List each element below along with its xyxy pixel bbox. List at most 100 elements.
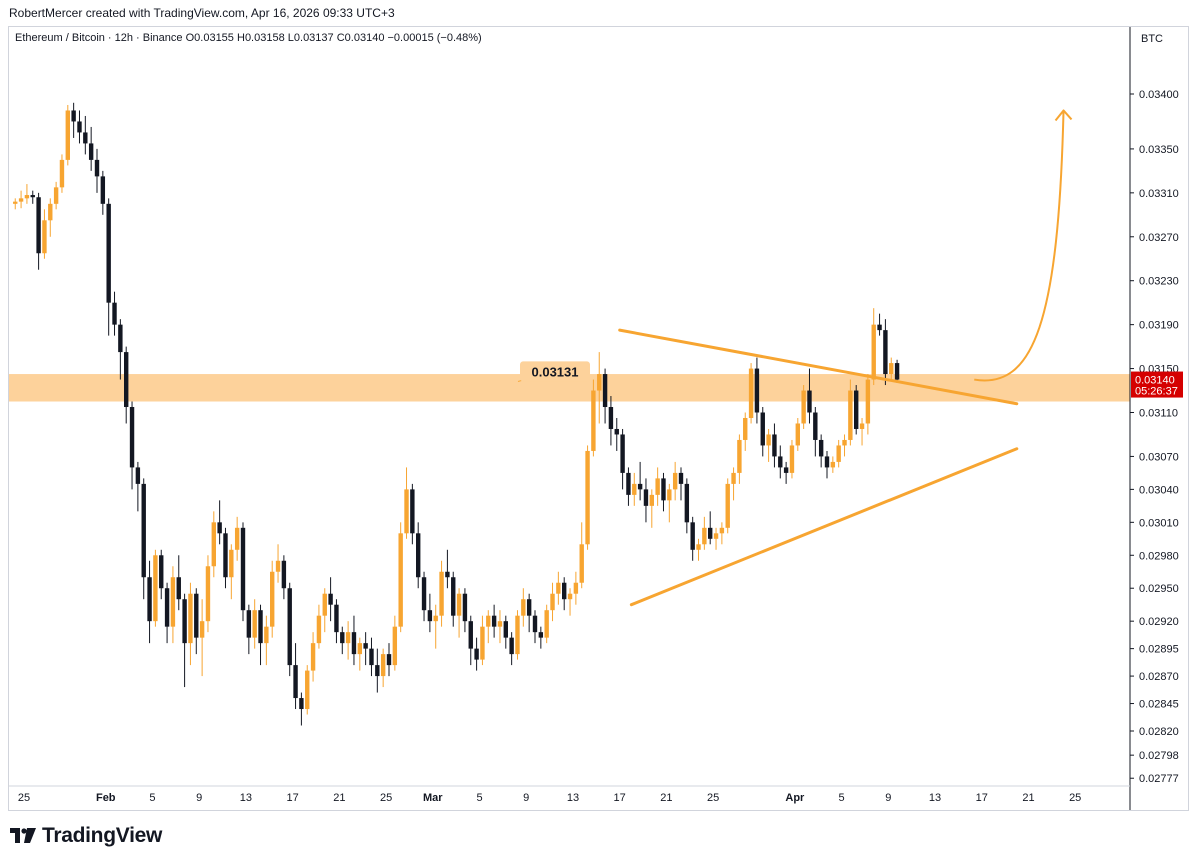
candle-body[interactable] (813, 412, 818, 440)
candle-body[interactable] (83, 132, 88, 144)
candle-body[interactable] (316, 615, 322, 644)
candle-body[interactable] (737, 439, 742, 473)
candle-body[interactable] (690, 522, 695, 550)
candle-body[interactable] (124, 352, 129, 408)
candle-body[interactable] (567, 593, 573, 600)
candle-body[interactable] (894, 363, 900, 380)
candle-body[interactable] (491, 615, 497, 627)
candle-body[interactable] (830, 461, 836, 468)
candle-body[interactable] (667, 489, 672, 501)
candle-body[interactable] (579, 544, 584, 583)
candle-body[interactable] (754, 368, 760, 413)
descending-trendline[interactable] (618, 328, 1019, 406)
candle-body[interactable] (392, 626, 398, 666)
candle-body[interactable] (13, 201, 18, 204)
candle-body[interactable] (550, 593, 555, 611)
candle-body[interactable] (439, 571, 444, 616)
candle-body[interactable] (42, 220, 47, 254)
candle-body[interactable] (48, 203, 53, 221)
candle-body[interactable] (637, 483, 643, 490)
candle-body[interactable] (655, 478, 660, 495)
candle-body[interactable] (24, 195, 30, 199)
candle-body[interactable] (497, 621, 503, 627)
candle-body[interactable] (375, 665, 380, 677)
candle-body[interactable] (672, 472, 678, 490)
candle-body[interactable] (334, 604, 339, 633)
candle-body[interactable] (305, 670, 310, 710)
projection-arrow[interactable] (974, 110, 1065, 382)
candle-body[interactable] (153, 555, 158, 622)
candle-body[interactable] (88, 143, 94, 160)
candle-body[interactable] (310, 643, 316, 671)
candle-body[interactable] (602, 374, 608, 408)
ascending-trendline[interactable] (629, 447, 1019, 607)
candle-body[interactable] (71, 110, 76, 122)
candle-body[interactable] (509, 637, 514, 655)
candle-body[interactable] (217, 522, 222, 534)
candle-body[interactable] (229, 549, 234, 578)
candle-body[interactable] (18, 198, 24, 202)
candle-body[interactable] (451, 577, 456, 616)
candle-body[interactable] (684, 483, 690, 523)
candle-body[interactable] (421, 577, 427, 611)
candle-body[interactable] (211, 522, 216, 567)
candle-body[interactable] (100, 176, 106, 204)
candle-body[interactable] (486, 615, 491, 627)
candle-body[interactable] (164, 588, 170, 627)
candle-body[interactable] (632, 483, 637, 495)
candle-body[interactable] (573, 582, 579, 594)
candle-body[interactable] (404, 489, 409, 534)
candle-body[interactable] (871, 324, 876, 380)
candle-body[interactable] (59, 159, 65, 188)
candle-body[interactable] (503, 621, 508, 638)
candle-body[interactable] (322, 593, 327, 616)
candle-body[interactable] (135, 467, 141, 484)
candle-body[interactable] (264, 626, 269, 644)
candle-body[interactable] (859, 423, 865, 429)
candle-body[interactable] (77, 121, 82, 133)
candle-body[interactable] (433, 615, 438, 622)
candle-body[interactable] (194, 593, 199, 638)
price-axis-currency[interactable]: BTC (1141, 33, 1163, 45)
candle-body[interactable] (118, 324, 123, 353)
candle-body[interactable] (649, 494, 654, 506)
candle-body[interactable] (94, 159, 100, 177)
candle-body[interactable] (562, 582, 567, 600)
candle-body[interactable] (106, 203, 111, 303)
candle-body[interactable] (526, 599, 532, 616)
candle-body[interactable] (515, 615, 520, 655)
candle-body[interactable] (129, 407, 135, 468)
candle-body[interactable] (713, 533, 719, 539)
candle-body[interactable] (345, 632, 351, 644)
candle-body[interactable] (141, 483, 146, 578)
candle-body[interactable] (270, 571, 275, 627)
candle-body[interactable] (719, 527, 725, 534)
candle-body[interactable] (112, 302, 117, 325)
candle-body[interactable] (801, 390, 806, 424)
candle-body[interactable] (147, 577, 152, 622)
candle-body[interactable] (410, 489, 415, 534)
candle-body[interactable] (30, 195, 35, 198)
candle-body[interactable] (246, 610, 252, 638)
candle-body[interactable] (281, 560, 287, 589)
candle-body[interactable] (299, 698, 304, 710)
candle-body[interactable] (818, 439, 824, 457)
candle-body[interactable] (743, 417, 748, 440)
candle-body[interactable] (416, 533, 421, 578)
candle-body[interactable] (474, 648, 479, 660)
candle-body[interactable] (456, 593, 462, 616)
candle-body[interactable] (240, 527, 246, 611)
candle-body[interactable] (252, 610, 257, 638)
candle-body[interactable] (234, 527, 240, 550)
candle-body[interactable] (188, 593, 193, 644)
candle-body[interactable] (170, 577, 176, 627)
candle-body[interactable] (480, 626, 485, 660)
candle-body[interactable] (748, 368, 754, 418)
candle-body[interactable] (789, 445, 795, 473)
candle-body[interactable] (824, 456, 830, 468)
candle-body[interactable] (36, 197, 41, 254)
candle-body[interactable] (883, 330, 888, 375)
candle-body[interactable] (351, 632, 357, 655)
candle-body[interactable] (620, 434, 625, 473)
candle-body[interactable] (53, 187, 59, 204)
